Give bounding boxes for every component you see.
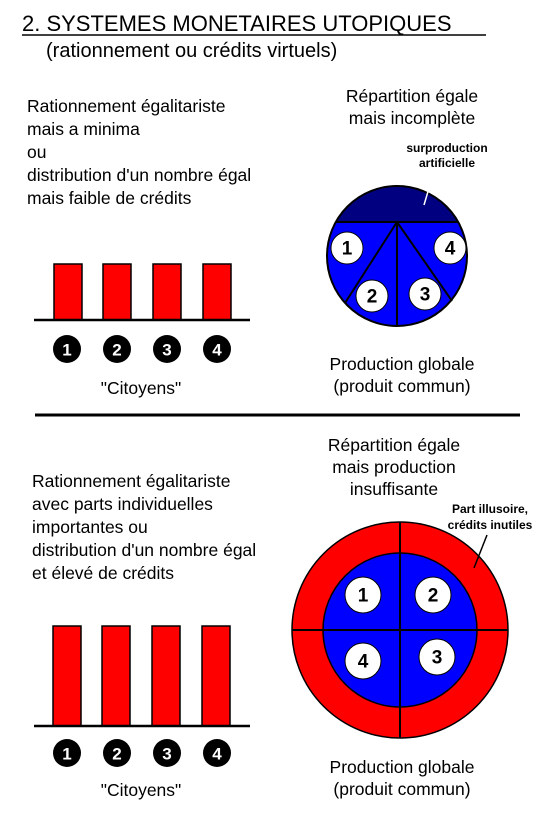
annotation-line: Part illusoire,: [452, 502, 528, 516]
annotation-line: artificielle: [419, 156, 475, 170]
citizen-number: 3: [162, 341, 171, 360]
description-line: Rationnement égalitariste: [32, 471, 230, 491]
description-line: mais faible de crédits: [27, 188, 192, 208]
citizen-badge: [203, 739, 231, 767]
citizens-label: "Citoyens": [101, 780, 182, 800]
description-line: importantes ou: [32, 517, 148, 537]
production-label-line: Production globale: [330, 757, 475, 777]
description-line: mais a minima: [27, 119, 140, 139]
slice-badge: [344, 642, 382, 680]
pie-2: [291, 521, 509, 739]
citizen-badge: [203, 335, 231, 363]
production-label-line: Production globale: [330, 354, 475, 374]
slice-badge: [330, 231, 364, 265]
citizen-badge: [103, 335, 131, 363]
citizen-number: 4: [212, 745, 222, 764]
slice-number: 2: [367, 287, 378, 308]
citizen-badge: [53, 335, 81, 363]
slice-badge: [408, 277, 442, 311]
slice-badge: [355, 279, 389, 313]
slice-number: 1: [342, 239, 353, 260]
annotation-line: crédits inutiles: [448, 518, 533, 532]
citizen-number: 3: [162, 745, 171, 764]
slice-number: 2: [428, 586, 439, 607]
description-line: ou: [27, 142, 46, 162]
citizen-number: 1: [62, 745, 71, 764]
diagram-title-line: mais incomplète: [349, 108, 475, 128]
citizen-badge: [103, 739, 131, 767]
diagram-title-line: Répartition égale: [328, 435, 460, 455]
diagram-title-line: mais production: [332, 457, 456, 477]
description-line: et élevé de crédits: [32, 563, 174, 583]
slice-number: 4: [358, 652, 369, 673]
diagram-title-line: insuffisante: [350, 479, 438, 499]
citizen-number: 2: [112, 745, 121, 764]
slice-badge: [433, 231, 467, 265]
description-line: distribution d'un nombre égal: [27, 165, 251, 185]
citizen-number: 2: [112, 341, 121, 360]
production-label-line: (produit commun): [333, 376, 470, 396]
production-label-line: (produit commun): [333, 779, 470, 799]
subtitle: (rationnement ou crédits virtuels): [46, 40, 337, 62]
slice-badge: [414, 576, 452, 614]
diagram-title-line: Répartition égale: [346, 86, 478, 106]
slice-number: 3: [432, 648, 443, 669]
title: 2. SYSTEMES MONETAIRES UTOPIQUES: [22, 11, 452, 36]
description-line: distribution d'un nombre égal: [32, 540, 256, 560]
description-line: Rationnement égalitariste: [27, 96, 225, 116]
slice-number: 1: [358, 586, 369, 607]
citizen-badge: [153, 739, 181, 767]
annotation-line: surproduction: [406, 141, 487, 155]
slice-badge: [344, 576, 382, 614]
bars-1: [34, 263, 250, 322]
bars-2: [34, 625, 250, 728]
slice-number: 4: [445, 239, 456, 260]
citizens-label: "Citoyens": [101, 378, 182, 398]
citizen-number: 1: [62, 341, 71, 360]
slice-badge: [418, 638, 456, 676]
citizen-number: 4: [212, 341, 222, 360]
description-line: avec parts individuelles: [32, 494, 213, 514]
citizen-badge: [53, 739, 81, 767]
citizen-badge: [153, 335, 181, 363]
slice-number: 3: [420, 285, 431, 306]
